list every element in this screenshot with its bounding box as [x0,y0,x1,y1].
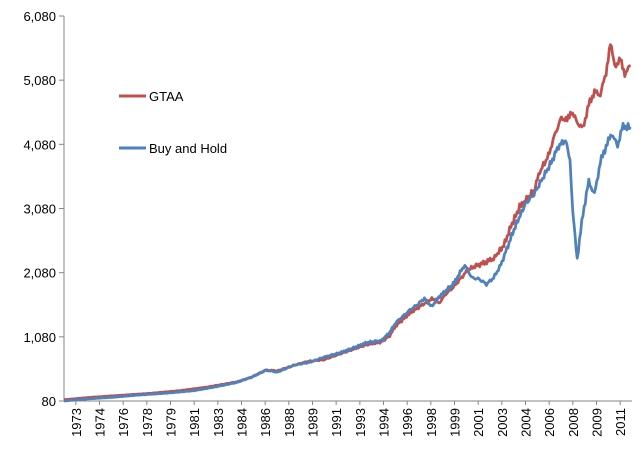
x-tick-label: 1981 [187,408,202,437]
x-axis: 1973 1974 1976 1978 1979 1981 1983 1984 1986 1988… [64,400,632,437]
y-tick-label: 80 [42,394,56,409]
x-tick-label: 1993 [353,408,368,437]
x-tick-label: 1994 [377,408,392,437]
legend: GTAA Buy and Hold [119,89,227,156]
y-tick-label: 3,080 [23,202,56,217]
y-tick-label: 4,080 [23,137,56,152]
x-tick-label: 2008 [566,408,581,437]
legend-label: GTAA [149,89,184,104]
x-tick-label: 1989 [306,408,321,437]
x-tick-label: 1988 [282,408,297,437]
x-tick-label: 1991 [329,408,344,437]
y-axis: 80 1,080 2,080 3,080 4,080 5,080 6,080 [23,9,65,409]
x-tick-label: 2006 [542,408,557,437]
y-tick-label: 6,080 [23,9,56,24]
x-tick-label: 2001 [471,408,486,437]
series-layer [63,43,632,403]
x-tick-label: 1998 [424,408,439,437]
x-tick-label: 1974 [93,408,108,437]
x-tick-label: 1986 [258,408,273,437]
y-tick-label: 2,080 [23,266,56,281]
x-tick-label: 2011 [613,408,628,436]
x-tick-label: 1996 [400,408,415,437]
x-tick-label: 1979 [164,408,179,437]
legend-label: Buy and Hold [149,141,227,156]
y-tick-label: 1,080 [23,330,56,345]
series-line-buy-and-hold [63,121,632,403]
x-tick-label: 1984 [235,408,250,437]
x-tick-label: 2003 [495,408,510,437]
x-tick-label: 1973 [69,408,84,437]
x-tick-label: 1983 [211,408,226,437]
x-tick-label: 2004 [519,408,534,437]
x-tick-label: 1976 [116,408,131,437]
x-tick-label: 2009 [590,408,605,437]
x-tick-label: 1999 [448,408,463,437]
y-tick-label: 5,080 [23,73,56,88]
x-tick-label: 1978 [140,408,155,437]
